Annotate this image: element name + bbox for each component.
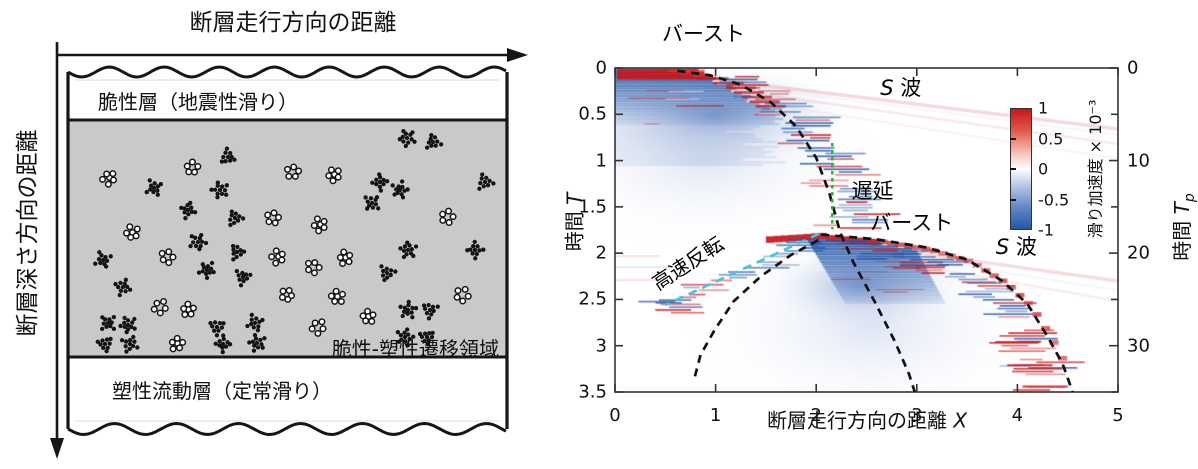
depth-axis-label: 断層深さ方向の距離 [15,129,41,337]
open-grain-cluster [99,170,118,188]
strike-axis-label: 断層走行方向の距離 [189,10,397,36]
filled-grain-cluster [398,299,419,320]
filled-grain-cluster [398,240,419,260]
filled-grain-cluster [95,336,113,354]
filled-grain-cluster [213,333,233,355]
annotation-delay: 遅延 [851,179,894,204]
colorbar-tick-mark [1010,168,1016,170]
filled-grain-cluster [421,302,440,321]
x-axis-label: 断層走行方向の距離 X [767,405,967,434]
x-tick-label: 1 [709,405,722,426]
filled-grain-cluster [196,260,216,281]
filled-grain-cluster [119,334,140,354]
y-tick-label: 2.5 [578,288,607,310]
right-tick-label: 30 [1127,335,1150,357]
transition-zone-label: 脆性-塑性遷移領域 [331,337,499,361]
filled-grain-cluster [219,146,237,164]
plastic-layer-label: 塑性流動層（定常滑り） [112,379,332,403]
filled-grain-cluster [93,250,113,269]
y-tick-label: 3 [595,335,607,357]
grain-clusters [93,128,496,355]
open-grain-cluster [183,158,202,176]
right-tick-label: 20 [1127,242,1150,264]
annotation-s-wave-2: S 波 [995,234,1037,259]
open-grain-cluster [327,287,346,305]
filled-grain-cluster [100,314,117,332]
annotation-burst-2: バースト [870,210,954,235]
filled-grain-cluster [397,128,417,149]
filled-grain-cluster [247,332,267,353]
open-grain-cluster [180,300,197,319]
filled-grain-cluster [390,179,410,200]
filled-grain-cluster [179,200,198,221]
colorbar-label: 滑り加速度 × 10⁻³ [1086,99,1105,239]
open-grain-cluster [284,163,303,180]
x-axis-label-var: X [953,408,968,433]
filled-grain-cluster [363,195,381,211]
colorbar-tick-label: 1 [1038,98,1049,118]
right-tick-label: 10 [1127,150,1150,172]
right-axis-label-var: Tp [1170,193,1198,215]
y-tick-label: 0.5 [578,103,607,125]
colorbar-tick-label: -0.5 [1038,190,1070,209]
x-tick-label: 0 [609,405,621,426]
colorbar-tick-mark [1010,137,1016,140]
y-tick-label: 2 [595,242,607,264]
open-grain-cluster [150,298,169,317]
y-tick-label: 1.5 [578,196,607,218]
annotation-burst-1: バースト [662,21,745,46]
filled-grain-cluster [208,320,226,338]
depth-axis-arrow [50,42,64,459]
x-tick-label: 5 [1112,405,1124,426]
transition-zone-rect [68,120,507,357]
filled-grain-cluster [465,239,486,261]
annotation-s-wave-1: S 波 [880,75,922,100]
open-grain-cluster [123,223,141,241]
strike-axis-arrow [57,48,528,62]
y-tick-label: 0 [595,57,607,79]
brittle-layer-label: 脆性層（地震性滑り） [98,90,298,114]
x-axis-label-text: 断層走行方向の距離 [766,408,954,433]
colorbar-tick-mark [1010,198,1016,201]
right-tick-label: 0 [1127,57,1139,79]
colorbar-tick-label: 0.5 [1038,129,1064,148]
open-grain-cluster [268,247,286,267]
filled-grain-cluster [477,172,496,191]
x-tick-label: 3 [911,405,923,426]
open-grain-cluster [359,307,377,325]
filled-grain-cluster [113,277,133,298]
filled-grain-cluster [118,315,137,335]
colorbar-tick-label: 0 [1038,159,1049,179]
filled-grain-cluster [234,268,253,288]
x-tick-label: 4 [1011,405,1024,426]
open-grain-cluster [310,215,328,235]
filled-grain-cluster [424,132,444,150]
open-grain-cluster [278,286,296,303]
open-grain-cluster [325,166,342,185]
filled-grain-cluster [228,209,246,228]
open-grain-cluster [308,318,327,337]
y-tick-label: 1 [595,150,607,172]
open-grain-cluster [264,209,282,227]
filled-grain-cluster [245,312,265,333]
filled-grain-cluster [209,180,229,200]
y-tick-label: 3.5 [578,381,607,403]
open-grain-cluster [305,259,323,277]
filled-grain-cluster [370,172,390,193]
right-axis-label-text: 時間 [1170,214,1194,261]
filled-grain-cluster [188,232,209,252]
x-tick-label: 2 [810,405,822,426]
filled-grain-cluster [230,243,247,262]
colorbar-tick-label: -1 [1038,220,1054,240]
filled-grain-cluster [144,178,163,197]
open-grain-cluster [453,285,472,305]
open-grain-cluster [158,248,177,267]
right-axis-label: 時間 Tp [1166,193,1198,260]
open-grain-cluster [439,207,457,227]
open-grain-cluster [336,248,354,267]
open-grain-cluster [168,334,187,353]
filled-grain-cluster [379,264,398,283]
